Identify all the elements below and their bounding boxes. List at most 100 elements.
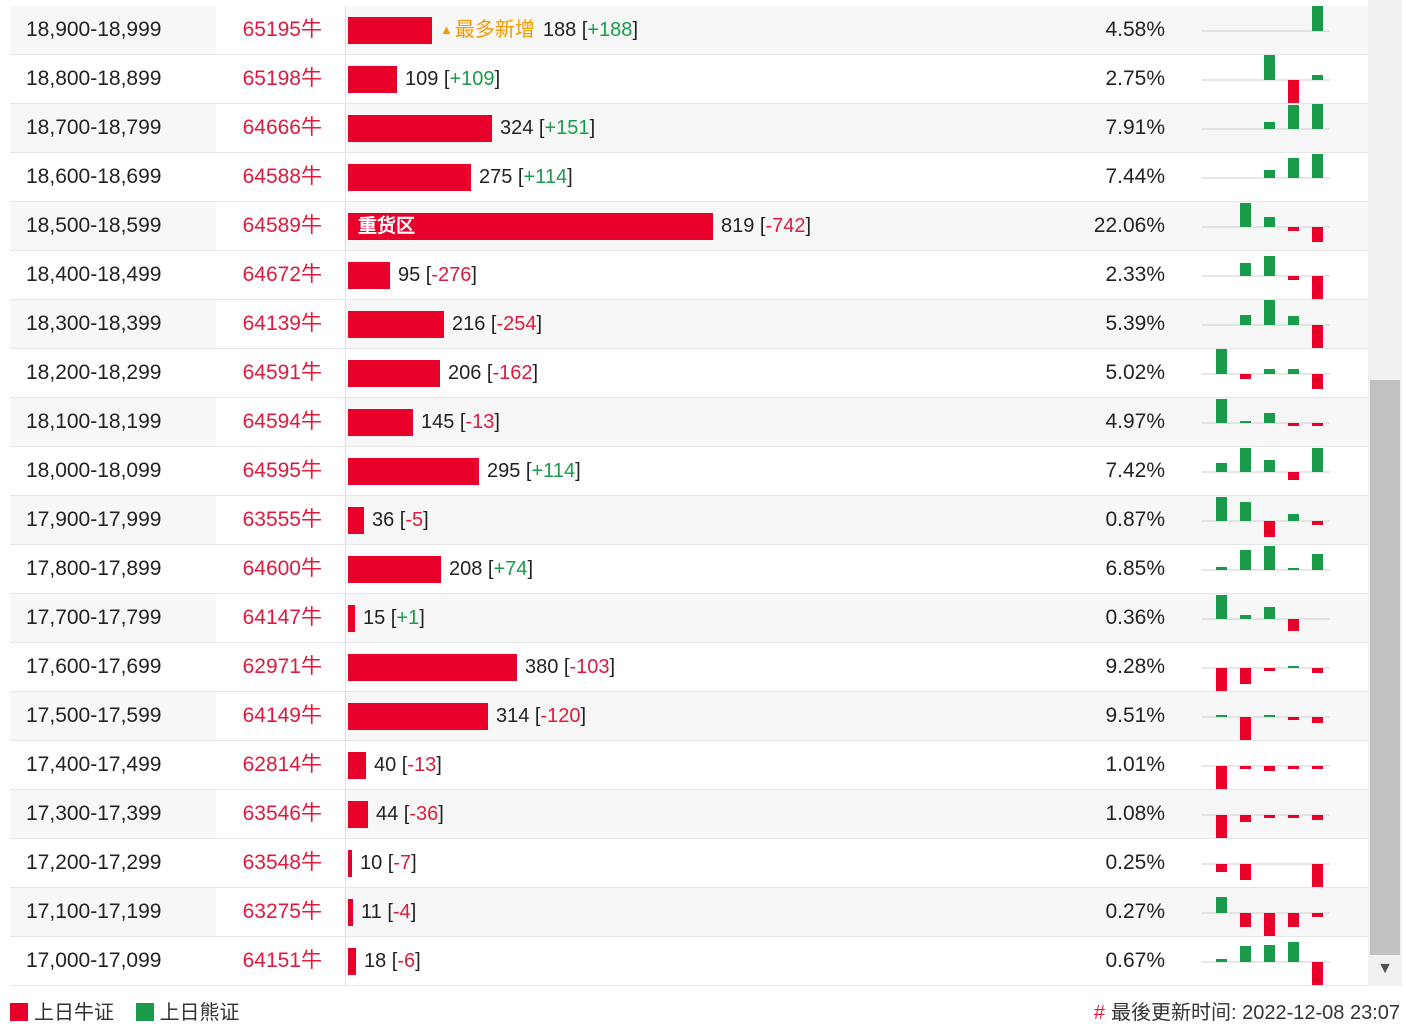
sparkline-bar	[1216, 399, 1227, 423]
warrant-code-link[interactable]: 64594牛	[216, 398, 344, 446]
sparkline-bar	[1288, 568, 1299, 570]
percentage: 7.91%	[1105, 116, 1165, 139]
trend-sparkline	[1202, 715, 1330, 740]
warrant-code-link[interactable]: 64151牛	[216, 937, 344, 985]
sparkline-bar	[1312, 962, 1323, 985]
table-row[interactable]: 17,700-17,799 64147牛 15 [+1] 0.36%	[10, 594, 1368, 643]
table-row[interactable]: 18,500-18,599 64589牛 重货区 819 [-742] 22.06%	[10, 202, 1368, 251]
count-value: 36	[372, 509, 395, 531]
percentage: 0.36%	[1105, 606, 1165, 629]
bull-swatch-icon	[10, 1003, 28, 1021]
percentage: 5.02%	[1105, 361, 1165, 384]
table-row[interactable]: 18,800-18,899 65198牛 109 [+109] 2.75%	[10, 55, 1368, 104]
warrant-code-link[interactable]: 63548牛	[216, 839, 344, 887]
warrant-code-link[interactable]: 64139牛	[216, 300, 344, 348]
count-value: 206	[448, 362, 482, 384]
sparkline-bar	[1312, 374, 1323, 389]
sparkline-bar	[1264, 256, 1275, 276]
table-row[interactable]: 18,900-18,999 65195牛 ▲ 最多新增 188 [+188] 4.58%	[10, 6, 1368, 55]
table-row[interactable]: 17,400-17,499 62814牛 40 [-13] 1.01%	[10, 741, 1368, 790]
table-row[interactable]: 17,200-17,299 63548牛 10 [-7] 0.25%	[10, 839, 1368, 888]
table-row[interactable]: 18,400-18,499 64672牛 95 [-276] 2.33%	[10, 251, 1368, 300]
scroll-down-arrow-icon[interactable]: ▼	[1377, 960, 1393, 977]
count-value: 324	[500, 117, 534, 139]
delta-value: +109	[449, 68, 495, 90]
count-info: 36 [-5]	[372, 509, 429, 531]
table-row[interactable]: 18,100-18,199 64594牛 145 [-13] 4.97%	[10, 398, 1368, 447]
warrant-code-link[interactable]: 65195牛	[216, 6, 344, 54]
heavy-zone-tag: 重货区	[358, 216, 416, 237]
table-row[interactable]: 17,500-17,599 64149牛 314 [-120] 9.51%	[10, 692, 1368, 741]
legend-item-bear: 上日熊证	[135, 1002, 240, 1024]
sparkline-bar	[1288, 717, 1299, 720]
delta-value: -276	[431, 264, 472, 286]
warrant-code-link[interactable]: 64149牛	[216, 692, 344, 740]
sparkline-bar	[1312, 325, 1323, 348]
volume-bar	[348, 262, 390, 289]
count-value: 216	[452, 313, 486, 335]
table-row[interactable]: 18,200-18,299 64591牛 206 [-162] 5.02%	[10, 349, 1368, 398]
volume-bar	[348, 115, 492, 142]
warrant-code-link[interactable]: 63555牛	[216, 496, 344, 544]
table-row[interactable]: 17,900-17,999 63555牛 36 [-5] 0.87%	[10, 496, 1368, 545]
warrant-code-link[interactable]: 64147牛	[216, 594, 344, 642]
volume-bar: 重货区	[348, 213, 713, 240]
count-info: 15 [+1]	[363, 607, 425, 629]
warrant-code-link[interactable]: 62971牛	[216, 643, 344, 691]
volume-bar-cell: 295 [+114]	[345, 447, 1085, 495]
table-row[interactable]: 18,600-18,699 64588牛 275 [+114] 7.44%	[10, 153, 1368, 202]
sparkline-bar	[1288, 472, 1299, 480]
delta-value: +1	[396, 607, 420, 629]
sparkline-bar	[1312, 913, 1323, 917]
sparkline-bar	[1240, 374, 1251, 379]
warrant-code-link[interactable]: 64666牛	[216, 104, 344, 152]
table-row[interactable]: 17,600-17,699 62971牛 380 [-103] 9.28%	[10, 643, 1368, 692]
count-value: 380	[525, 656, 559, 678]
scrollbar-thumb[interactable]	[1370, 380, 1400, 955]
warrant-code-link[interactable]: 62814牛	[216, 741, 344, 789]
warrant-code-link[interactable]: 63546牛	[216, 790, 344, 838]
warrant-code-link[interactable]: 64595牛	[216, 447, 344, 495]
up-triangle-icon: ▲	[440, 22, 453, 37]
sparkline-bar	[1264, 668, 1275, 671]
count-value: 18	[364, 950, 387, 972]
volume-bar-cell: 10 [-7]	[345, 839, 1085, 887]
sparkline-bar	[1264, 413, 1275, 423]
warrant-code-link[interactable]: 64589牛	[216, 202, 344, 250]
count-value: 109	[405, 68, 439, 90]
sparkline-bar	[1216, 463, 1227, 472]
table-row[interactable]: 17,100-17,199 63275牛 11 [-4] 0.27%	[10, 888, 1368, 937]
table-row[interactable]: 17,000-17,099 64151牛 18 [-6] 0.67%	[10, 937, 1368, 986]
warrant-code-link[interactable]: 64588牛	[216, 153, 344, 201]
table-row[interactable]: 18,300-18,399 64139牛 216 [-254] 5.39%	[10, 300, 1368, 349]
sparkline-bar	[1240, 502, 1251, 521]
table-row[interactable]: 18,000-18,099 64595牛 295 [+114] 7.42%	[10, 447, 1368, 496]
warrant-code-link[interactable]: 64672牛	[216, 251, 344, 299]
sparkline-bar	[1288, 316, 1299, 325]
trend-sparkline	[1202, 814, 1330, 838]
sparkline-bar	[1288, 423, 1299, 426]
sparkline-bar	[1312, 815, 1323, 820]
sparkline-bar	[1240, 946, 1251, 962]
table-row[interactable]: 17,300-17,399 63546牛 44 [-36] 1.08%	[10, 790, 1368, 839]
trend-sparkline	[1202, 863, 1330, 887]
sparkline-bar	[1240, 815, 1251, 822]
legend: 上日牛证 上日熊证	[10, 998, 256, 1028]
warrant-code-link[interactable]: 65198牛	[216, 55, 344, 103]
price-range: 18,300-18,399	[26, 312, 162, 335]
percentage: 0.67%	[1105, 949, 1165, 972]
vertical-scrollbar[interactable]: ▼	[1368, 0, 1402, 986]
warrant-code-link[interactable]: 64591牛	[216, 349, 344, 397]
table-row[interactable]: 17,800-17,899 64600牛 208 [+74] 6.85%	[10, 545, 1368, 594]
warrant-code-link[interactable]: 63275牛	[216, 888, 344, 936]
table-row[interactable]: 18,700-18,799 64666牛 324 [+151] 7.91%	[10, 104, 1368, 153]
percentage: 6.85%	[1105, 557, 1165, 580]
sparkline-bar	[1240, 615, 1251, 619]
sparkline-bar	[1288, 619, 1299, 631]
trend-sparkline	[1202, 300, 1330, 348]
price-range: 18,000-18,099	[26, 459, 162, 482]
volume-bar-cell: 208 [+74]	[345, 545, 1085, 593]
trend-sparkline	[1202, 399, 1330, 426]
warrant-code-link[interactable]: 64600牛	[216, 545, 344, 593]
trend-sparkline	[1202, 942, 1330, 985]
